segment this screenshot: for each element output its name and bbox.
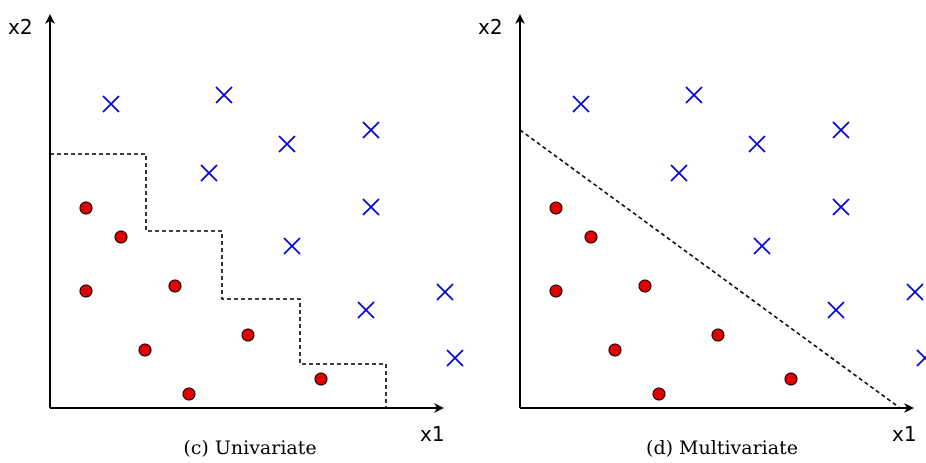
circle-marker-icon: [79, 284, 93, 298]
cross-marker-icon: [200, 164, 218, 182]
cross-marker-icon: [572, 95, 590, 113]
circle-marker-icon: [652, 387, 666, 401]
cross-marker-icon: [832, 198, 850, 216]
cross-marker-icon: [827, 301, 845, 319]
x-axis-label: x1: [892, 422, 917, 446]
points-univariate: [79, 86, 464, 401]
circle-marker-icon: [584, 230, 598, 244]
panel-univariate: x2 x1 (c) Univariate: [8, 14, 464, 459]
cross-marker-icon: [278, 135, 296, 153]
circle-marker-icon: [314, 372, 328, 386]
circle-marker-icon: [784, 372, 798, 386]
caption-univariate: (c) Univariate: [183, 437, 316, 459]
cross-marker-icon: [362, 198, 380, 216]
circle-marker-icon: [182, 387, 196, 401]
cross-marker-icon: [215, 86, 233, 104]
y-axis-label: x2: [478, 15, 503, 39]
cross-marker-icon: [753, 237, 771, 255]
circle-marker-icon: [608, 343, 622, 357]
circle-marker-icon: [114, 230, 128, 244]
diagonal-decision-boundary: [519, 129, 901, 409]
cross-marker-icon: [446, 349, 464, 367]
circle-marker-icon: [138, 343, 152, 357]
cross-marker-icon: [832, 121, 850, 139]
cross-marker-icon: [685, 86, 703, 104]
circle-marker-icon: [711, 328, 725, 342]
caption-multivariate: (d) Multivariate: [646, 437, 798, 459]
cross-marker-icon: [906, 283, 924, 301]
cross-marker-icon: [916, 349, 926, 367]
circle-marker-icon: [549, 201, 563, 215]
y-axis-label: x2: [8, 15, 33, 39]
cross-marker-icon: [436, 283, 454, 301]
cross-marker-icon: [748, 135, 766, 153]
panel-multivariate: x2 x1 (d) Multivariate: [478, 14, 926, 459]
staircase-decision-boundary: [50, 153, 387, 408]
circle-marker-icon: [241, 328, 255, 342]
cross-marker-icon: [362, 121, 380, 139]
cross-marker-icon: [102, 95, 120, 113]
x-axis-label: x1: [420, 422, 445, 446]
points-multivariate: [549, 86, 926, 401]
circle-marker-icon: [79, 201, 93, 215]
circle-marker-icon: [549, 284, 563, 298]
cross-marker-icon: [283, 237, 301, 255]
circle-marker-icon: [638, 279, 652, 293]
cross-marker-icon: [670, 164, 688, 182]
cross-marker-icon: [357, 301, 375, 319]
circle-marker-icon: [168, 279, 182, 293]
